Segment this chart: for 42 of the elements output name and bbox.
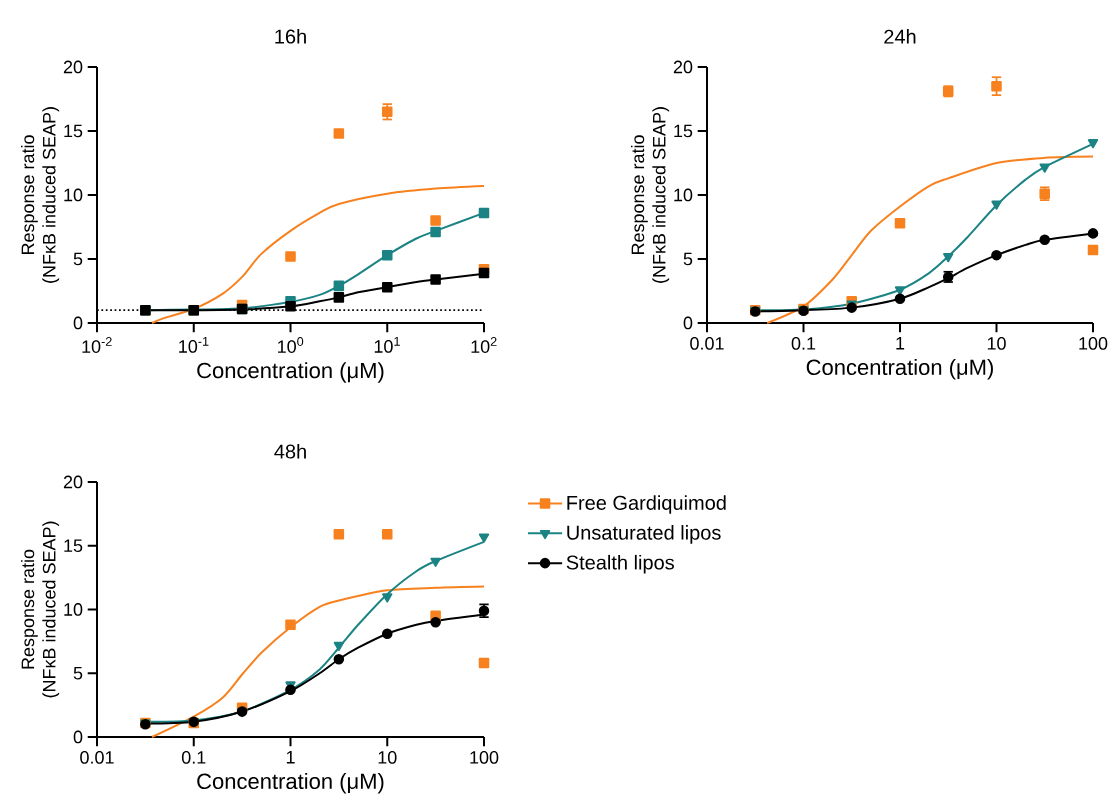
y-tick-label: 10 <box>64 188 83 202</box>
x-tick-label: 10$^{-2}$ <box>82 337 112 353</box>
y-tick-label: 10 <box>674 188 693 202</box>
x-tick-label: 10$^{-1}$ <box>179 337 209 353</box>
y-tick-label: 0 <box>683 316 693 330</box>
y-tick-label: 5 <box>73 252 83 266</box>
y-tick-label: 15 <box>64 539 83 553</box>
legend-label: Stealth lipos <box>566 554 674 574</box>
x-tick-label: 10$^{1}$ <box>374 337 400 353</box>
x-tick-label: 0.01 <box>690 337 724 350</box>
x-tick-label: 0.1 <box>791 337 816 350</box>
x-tick-label: 0.1 <box>181 751 206 764</box>
x-axis-title: Concentration (μM) <box>197 362 384 383</box>
y-tick-label: 0 <box>73 316 83 330</box>
x-tick-label: 1 <box>286 751 295 764</box>
y-axis-title: Response ratio (NFκB induced SEAP) <box>631 107 670 283</box>
y-tick-label: 10 <box>64 603 83 616</box>
y-tick-label: 15 <box>674 124 693 138</box>
x-tick-label: 100 <box>1079 337 1108 350</box>
x-tick-label: 100 <box>470 751 499 764</box>
x-tick-label: 1 <box>896 337 905 350</box>
chart-title: 48h <box>274 443 306 459</box>
x-tick-label: 10$^{2}$ <box>471 337 497 353</box>
y-tick-label: 20 <box>63 60 83 74</box>
y-tick-label: 20 <box>63 475 83 489</box>
x-tick-label: 0.01 <box>80 751 114 764</box>
x-axis-title: Concentration (μM) <box>197 772 384 794</box>
x-tick-label: 10 <box>378 751 397 764</box>
y-tick-label: 15 <box>64 124 83 138</box>
y-axis-title: Response ratio (NFκB induced SEAP) <box>21 107 60 283</box>
x-tick-label: 10$^{0}$ <box>278 337 304 353</box>
x-tick-label: 10 <box>987 337 1006 350</box>
y-tick-label: 5 <box>73 666 83 680</box>
x-axis-title: Concentration (μM) <box>806 358 993 380</box>
y-tick-label: 20 <box>673 60 693 74</box>
y-tick-label: 0 <box>73 730 83 744</box>
y-tick-label: 5 <box>683 252 693 266</box>
y-axis-title: Response ratio (NFκB induced SEAP) <box>21 521 60 698</box>
chart-title: 16h <box>275 28 306 44</box>
legend-label: Unsaturated lipos <box>567 525 721 544</box>
chart-title: 24h <box>884 29 916 44</box>
legend-label: Free Gardiquimod <box>567 495 726 514</box>
